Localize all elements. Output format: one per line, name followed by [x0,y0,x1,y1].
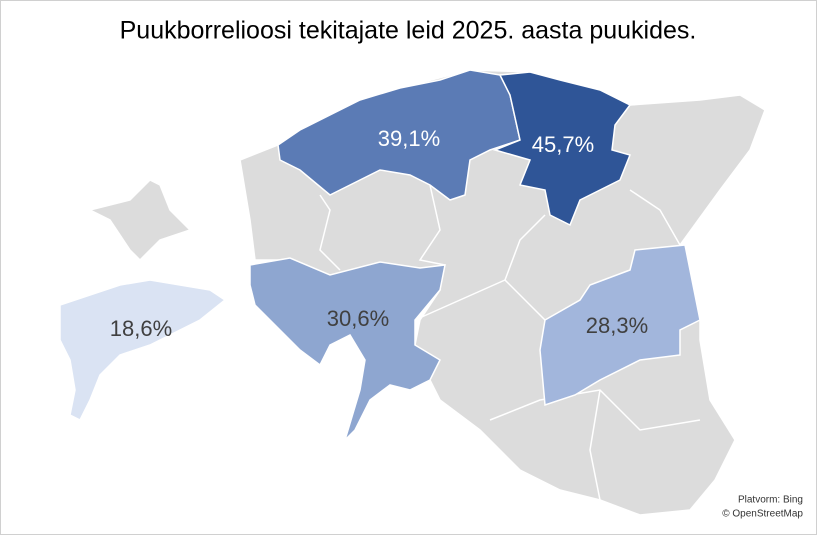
data-label: 39,1% [378,126,440,151]
chart-title: Puukborrelioosi tekitajate leid 2025. aa… [120,17,697,45]
county-border [319,194,341,271]
county-border [629,189,681,246]
base-map [87,69,766,516]
county-border [504,214,546,321]
data-label: 18,6% [110,316,172,341]
data-label: 28,3% [586,313,648,338]
region [277,69,521,201]
region [249,257,446,441]
hiiumaa [87,179,192,262]
region [59,279,227,422]
region [492,71,632,227]
data-label: 45,7% [532,132,594,157]
data-label: 30,6% [327,306,389,331]
region [539,244,701,407]
county-border [589,389,601,501]
attribution: © OpenStreetMap [722,509,803,520]
county-border [414,279,506,321]
county-border [418,184,446,266]
attribution: Platvorm: Bing [738,495,803,506]
